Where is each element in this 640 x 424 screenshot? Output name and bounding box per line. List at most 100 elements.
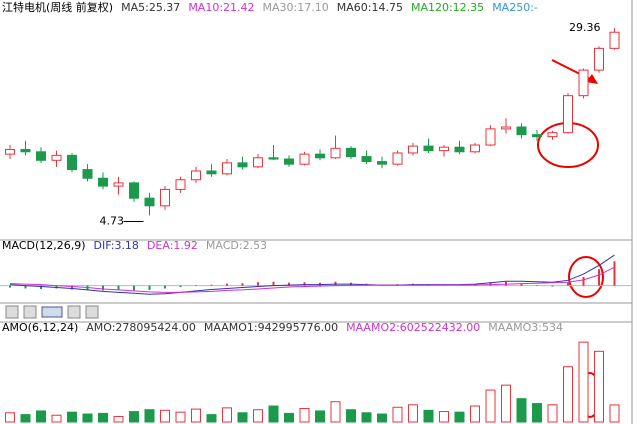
volume-bar: [20, 414, 31, 423]
volume-bar: [609, 404, 620, 423]
volume-bar: [284, 412, 294, 423]
toolbar: [5, 305, 99, 319]
volume-bar: [206, 414, 217, 423]
panel-title: AMO(6,12,24): [2, 321, 78, 334]
volume-bar: [563, 366, 573, 423]
candle-body: [51, 154, 62, 161]
legend-entry: MA250:-: [492, 1, 538, 14]
candle-body: [129, 182, 139, 199]
volume-bar: [67, 411, 77, 423]
volume-bar: [82, 413, 93, 423]
candle-body: [346, 147, 356, 158]
volume-bar: [532, 403, 542, 423]
panel-title: 江特电机(周线 前复权): [2, 0, 113, 14]
volume-bar: [144, 409, 155, 423]
legend-entry: MA30:17.10: [263, 1, 329, 14]
volume-bar: [423, 409, 434, 423]
volume-bar: [361, 412, 372, 423]
volume-bar: [36, 410, 46, 423]
candle-body: [609, 31, 620, 49]
candle-body: [160, 188, 170, 207]
candle-body: [454, 146, 465, 153]
volume-bar: [516, 398, 527, 423]
toolbar-icon[interactable]: [23, 305, 37, 319]
volume-bar: [454, 411, 465, 423]
toolbar-icon[interactable]: [5, 305, 19, 319]
volume-bar: [268, 405, 279, 423]
candle-body: [206, 170, 217, 175]
candle-body: [20, 148, 31, 153]
volume-bar: [51, 414, 62, 423]
volume-bar: [175, 411, 186, 423]
volume-bar: [501, 384, 511, 423]
candle-body: [594, 47, 604, 71]
candle-body: [439, 146, 449, 152]
candle-body: [470, 144, 480, 153]
volume-bar: [377, 413, 387, 423]
macd-line: [9, 266, 615, 293]
candle-body: [377, 161, 387, 165]
legend-entry: MA10:21.42: [188, 1, 254, 14]
toolbar-icon[interactable]: [67, 305, 81, 319]
candle-body: [299, 153, 310, 165]
volume-bar: [439, 411, 449, 423]
legend-entry: MA120:12.35: [411, 1, 484, 14]
candle-body: [423, 145, 434, 152]
volume-bar: [392, 406, 403, 423]
volume-bar: [237, 412, 248, 423]
candle-body: [501, 126, 511, 130]
arrow-head: [586, 74, 598, 84]
candle-body: [191, 170, 201, 181]
volume-bar: [191, 408, 201, 423]
candle-body: [408, 145, 418, 154]
volume-bar: [547, 404, 558, 423]
candle-body: [67, 154, 77, 171]
legend-entry: AMO:278095424.00: [86, 321, 196, 334]
volume-bar: [594, 350, 604, 423]
volume-bar: [485, 389, 496, 423]
candle-body: [144, 197, 155, 207]
candle-body: [5, 148, 15, 155]
candle-body: [113, 182, 124, 187]
highlight-circle: [568, 256, 604, 298]
candle-body: [392, 152, 403, 165]
volume-bar: [129, 411, 139, 423]
candle-body: [284, 158, 294, 165]
legend-entry: MA5:25.37: [121, 1, 180, 14]
volume-bar: [470, 405, 480, 423]
candle-body: [547, 132, 558, 138]
volume-bar: [113, 415, 124, 423]
toolbar-icon[interactable]: [85, 305, 99, 319]
candle-body: [532, 134, 542, 138]
candle-body: [237, 162, 248, 168]
candle-body: [175, 179, 186, 190]
panel-title: MACD(12,26,9): [2, 239, 86, 252]
legend-entry: DIF:3.18: [94, 239, 139, 252]
candle-body: [98, 177, 108, 187]
candle-body: [485, 128, 496, 146]
volume-bar: [222, 407, 232, 423]
candle-body: [361, 156, 372, 163]
legend-entry: DEA:1.92: [147, 239, 198, 252]
candle-body: [563, 95, 573, 134]
candle-body: [516, 126, 527, 136]
candle-body: [578, 69, 589, 97]
volume-bar: [408, 404, 418, 423]
volume-bar: [299, 407, 310, 423]
legend-entry: MA60:14.75: [337, 1, 403, 14]
volume-bar: [346, 409, 356, 423]
annotation: 29.36: [569, 21, 601, 34]
candle-body: [268, 157, 279, 160]
annotation: 4.73: [100, 215, 125, 228]
volume-bar: [578, 341, 589, 423]
candle-body: [315, 153, 325, 159]
legend-entry: MAAMO1:942995776.00: [204, 321, 338, 334]
toolbar-icon[interactable]: [41, 306, 63, 318]
volume-bar: [5, 412, 15, 423]
candle-body: [253, 157, 263, 168]
candle-body: [222, 162, 232, 175]
volume-bar: [160, 409, 170, 423]
legend-entry: MACD:2.53: [206, 239, 267, 252]
